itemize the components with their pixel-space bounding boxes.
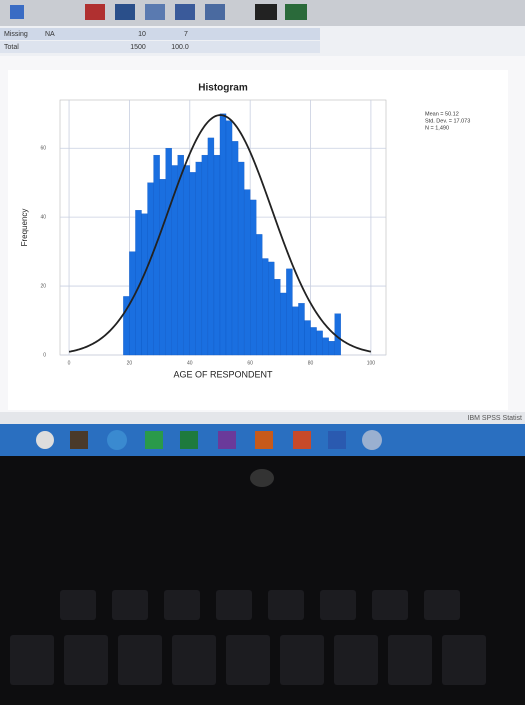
table-cell: 7 [184, 31, 188, 38]
bar [183, 165, 190, 356]
table-cell: 1500 [130, 44, 146, 51]
chart-title: Histogram [198, 83, 248, 94]
y-tick-label: 60 [40, 146, 46, 152]
bar [310, 327, 317, 356]
bar [141, 213, 148, 356]
bar [153, 154, 160, 356]
status-bar [0, 412, 525, 424]
bar [225, 120, 233, 356]
keyboard [10, 590, 486, 685]
bar [298, 303, 305, 356]
x-axis-label: AGE OF RESPONDENT [173, 369, 273, 379]
status-text: IBM SPSS Statist [468, 415, 523, 422]
bar [201, 154, 209, 356]
y-tick-label: 20 [40, 283, 46, 289]
bar [219, 113, 227, 356]
bar [262, 258, 269, 356]
bar [165, 148, 172, 356]
x-tick-label: 60 [247, 360, 253, 366]
bar [328, 341, 335, 356]
bar [189, 172, 196, 356]
bar [322, 337, 329, 356]
bar [213, 154, 221, 356]
table-cell: 100.0 [171, 44, 189, 51]
bar [250, 199, 257, 356]
bar [274, 279, 281, 356]
stats-label: Std. Dev. = 17.073 [425, 118, 470, 124]
y-tick-label: 40 [40, 214, 46, 220]
bar [195, 161, 203, 356]
toolbar-icons [10, 4, 307, 20]
table-cell: 10 [138, 31, 146, 38]
bar [243, 189, 251, 356]
stats-label: N = 1,490 [425, 125, 449, 131]
bar [292, 306, 299, 356]
x-tick-label: 80 [308, 360, 314, 366]
bar [268, 261, 275, 356]
normal-curve [68, 114, 372, 353]
bar [177, 154, 184, 356]
bar [147, 182, 154, 356]
table-cell: NA [45, 31, 55, 38]
bar [316, 330, 323, 356]
table-cell: Missing [4, 31, 28, 38]
bar [304, 320, 311, 356]
x-tick-label: 20 [127, 360, 133, 366]
y-axis-label: Frequency [20, 209, 29, 247]
x-tick-label: 40 [187, 360, 193, 366]
table-cell: Total [4, 44, 19, 51]
logo [250, 469, 274, 487]
taskbar-icons [36, 430, 382, 450]
bar [159, 179, 166, 356]
bar [286, 268, 293, 356]
bar [231, 141, 239, 356]
x-tick-label: 0 [68, 360, 71, 366]
stats-label: Mean = 50.12 [425, 111, 459, 117]
bar [280, 292, 287, 356]
histogram-chart: Histogram 0 20 40 60 0 20 40 60 80 100 Mean = 50.12… [20, 83, 470, 380]
table-row [0, 28, 320, 40]
bar [256, 234, 263, 356]
x-tick-label: 100 [367, 360, 376, 366]
bar [237, 161, 245, 356]
bar [207, 137, 215, 356]
y-tick-label: 0 [43, 352, 46, 358]
table-row [0, 41, 320, 53]
